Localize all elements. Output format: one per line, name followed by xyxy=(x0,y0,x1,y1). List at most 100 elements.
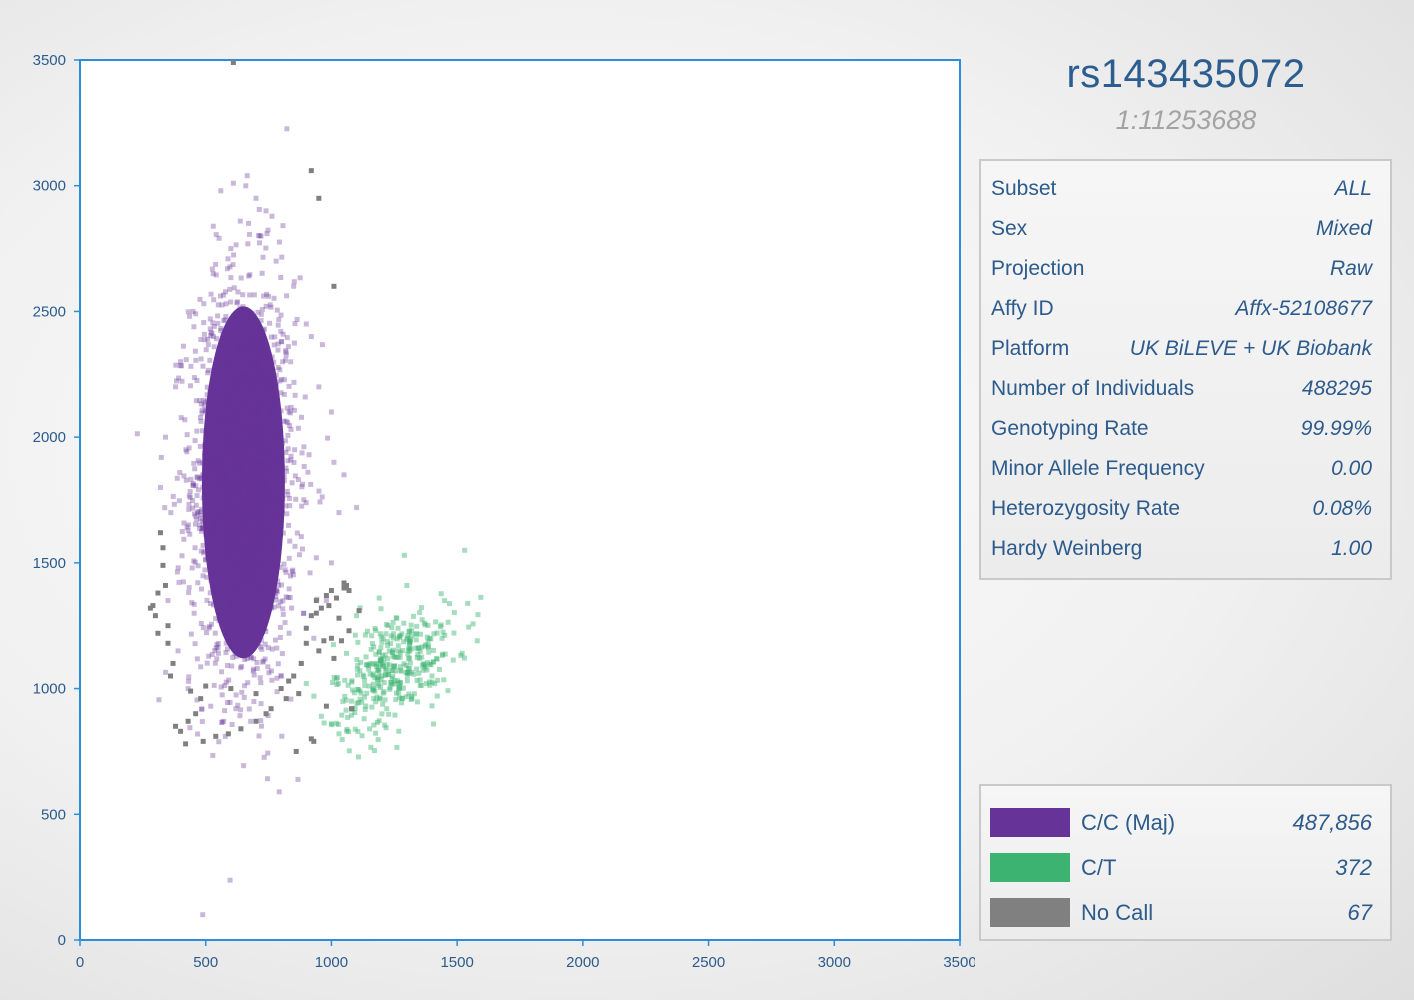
cc-point xyxy=(223,522,229,528)
ct-point xyxy=(375,667,381,673)
cc-point xyxy=(289,605,295,611)
cc-point xyxy=(239,607,245,613)
ct-point xyxy=(397,695,403,701)
cc-point xyxy=(252,493,258,499)
cc-point xyxy=(230,487,236,493)
cc-point xyxy=(306,452,312,458)
cc-point xyxy=(199,518,205,524)
cc-point xyxy=(236,530,242,536)
cc-point xyxy=(275,510,281,516)
cc-point xyxy=(200,573,206,579)
cc-point xyxy=(215,302,221,308)
cc-point xyxy=(273,597,279,603)
cc-point xyxy=(157,484,163,490)
cc-point xyxy=(258,524,264,530)
cc-point xyxy=(211,527,217,533)
cc-point xyxy=(228,516,234,522)
cc-point xyxy=(245,638,251,644)
cc-point xyxy=(265,750,271,756)
cc-point xyxy=(277,564,283,570)
cc-point xyxy=(257,675,263,681)
nocall-point xyxy=(313,610,319,616)
cc-point xyxy=(233,542,239,548)
info-row-affy-id: Affy ID Affx-52108677 xyxy=(991,289,1372,329)
cc-point xyxy=(241,459,247,465)
cc-point xyxy=(263,412,269,418)
ct-point xyxy=(357,688,363,694)
cc-point xyxy=(221,471,227,477)
cc-point xyxy=(210,752,216,758)
cc-point xyxy=(243,521,249,527)
cc-point xyxy=(222,371,228,377)
cc-point xyxy=(224,432,230,438)
cc-point xyxy=(210,465,216,471)
cc-point xyxy=(249,348,255,354)
cc-point xyxy=(252,461,258,467)
cc-point xyxy=(218,684,224,690)
cc-point xyxy=(231,455,237,461)
ct-point xyxy=(377,657,383,663)
cc-point xyxy=(235,643,241,649)
legend-item-ct[interactable]: C/T 372 xyxy=(990,845,1372,890)
nocall-point xyxy=(328,588,334,594)
cc-point xyxy=(247,466,253,472)
cc-point xyxy=(223,583,229,589)
cc-point xyxy=(256,410,262,416)
ct-point xyxy=(360,672,366,678)
cc-point xyxy=(223,511,229,517)
cc-point xyxy=(226,472,232,478)
cc-point xyxy=(287,573,293,579)
cc-point xyxy=(262,492,268,498)
cc-point xyxy=(255,498,261,504)
ct-point xyxy=(378,644,384,650)
cc-point xyxy=(187,531,193,537)
cc-point xyxy=(220,511,226,517)
cc-point xyxy=(284,405,290,411)
cc-point xyxy=(221,400,227,406)
cc-point xyxy=(262,352,268,358)
cc-point xyxy=(236,308,242,314)
cc-point xyxy=(190,308,196,314)
cc-point xyxy=(268,456,274,462)
nocall-point xyxy=(298,660,304,666)
cc-point xyxy=(223,640,229,646)
ct-point xyxy=(378,658,384,664)
cc-point xyxy=(233,560,239,566)
cc-point xyxy=(236,512,242,518)
cc-point xyxy=(207,326,213,332)
ct-point xyxy=(362,706,368,712)
ct-point xyxy=(355,672,361,678)
cc-point xyxy=(186,590,192,596)
ct-point xyxy=(404,678,410,684)
cc-point xyxy=(255,471,261,477)
cc-point xyxy=(275,435,281,441)
cc-point xyxy=(258,311,264,317)
ct-point xyxy=(368,646,374,652)
cc-point xyxy=(218,506,224,512)
cc-point xyxy=(227,352,233,358)
legend-item-cc[interactable]: C/C (Maj) 487,856 xyxy=(990,800,1372,845)
cc-point xyxy=(256,522,262,528)
cc-point xyxy=(243,374,249,380)
cc-point xyxy=(174,378,180,384)
cc-point xyxy=(264,389,270,395)
legend-item-nocall[interactable]: No Call 67 xyxy=(990,890,1372,935)
cc-point xyxy=(239,590,245,596)
cc-point xyxy=(289,480,295,486)
nocall-point xyxy=(321,638,327,644)
cc-point xyxy=(256,392,262,398)
cc-point xyxy=(211,455,217,461)
ct-point xyxy=(390,668,396,674)
cc-point xyxy=(203,407,209,413)
cc-point xyxy=(262,505,268,511)
cc-point xyxy=(221,362,227,368)
cc-point xyxy=(235,367,241,373)
cc-point xyxy=(225,451,231,457)
cc-point xyxy=(227,477,233,483)
cc-point xyxy=(211,490,217,496)
info-row-projection: Projection Raw xyxy=(991,249,1372,289)
cc-point xyxy=(263,442,269,448)
cc-point xyxy=(251,672,257,678)
cc-point xyxy=(221,292,227,298)
ct-point xyxy=(409,628,415,634)
